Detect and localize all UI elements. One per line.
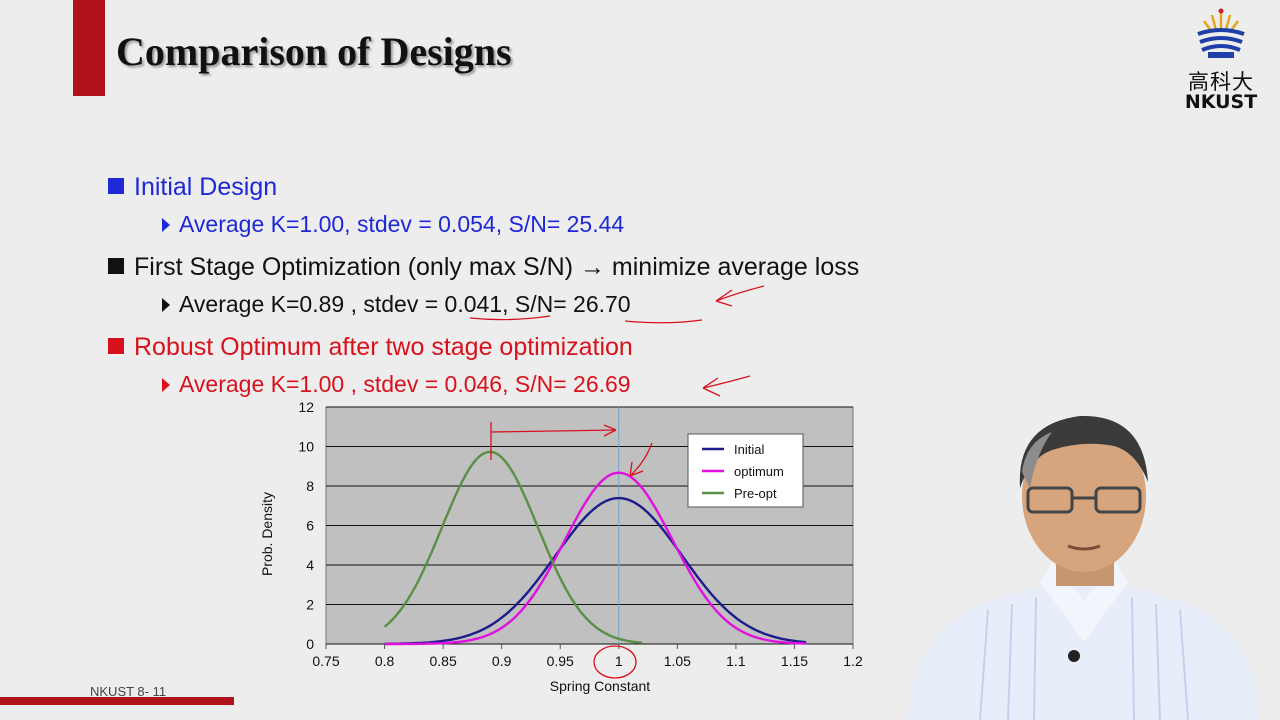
sub-bullet-robust-optimum: Average K=1.00 , stdev = 0.046, S/N= 26.…: [162, 371, 631, 398]
series-line-initial: [384, 496, 807, 645]
y-tick-label: 10: [298, 439, 314, 455]
square-bullet-icon: [108, 178, 124, 194]
x-axis-label: Spring Constant: [550, 678, 651, 694]
logo-english-text: NKUST: [1184, 91, 1258, 113]
legend-label: Pre-opt: [734, 486, 777, 501]
y-tick-label: 4: [306, 557, 314, 573]
y-tick-label: 6: [306, 518, 314, 534]
x-tick-label: 0.8: [375, 653, 395, 669]
legend-label: Initial: [734, 442, 764, 457]
bullet-label: Robust Optimum after two stage optimizat…: [134, 333, 633, 361]
sub-bullet-text: Average K=1.00, stdev = 0.054, S/N= 25.4…: [179, 211, 625, 237]
y-axis-label: Prob. Density: [259, 492, 275, 576]
y-tick-label: 8: [306, 478, 314, 494]
bullet-first-stage: First Stage Optimization (only max S/N) …: [108, 253, 859, 282]
triangle-bullet-icon: [162, 378, 170, 392]
x-tick-label: 1.15: [781, 653, 808, 669]
logo-chinese-text: 高科大: [1188, 70, 1254, 94]
handwritten-annotations: [469, 285, 765, 679]
x-tick-label: 0.95: [547, 653, 574, 669]
y-tick-label: 0: [306, 636, 314, 652]
sub-bullet-first-stage: Average K=0.89 , stdev = 0.041, S/N= 26.…: [162, 291, 631, 318]
tick-labels: 0 2 4 6 8 10 12 0.75 0.8 0.85 0.9 0.95 1 1.05 1.1 1.15 1…: [298, 399, 863, 669]
footer-accent-bar: [0, 697, 234, 705]
series-lines: [383, 450, 807, 646]
bullet-robust-optimum: Robust Optimum after two stage optimizat…: [108, 333, 633, 362]
square-bullet-icon: [108, 258, 124, 274]
slide-title: Comparison of Designs: [116, 29, 512, 74]
triangle-bullet-icon: [162, 218, 170, 232]
x-tick-label: 0.9: [492, 653, 512, 669]
university-emblem-icon: [1197, 8, 1245, 58]
series-line-pre-opt: [383, 450, 643, 644]
square-bullet-icon: [108, 338, 124, 354]
sub-bullet-text: Average K=0.89 , stdev = 0.041, S/N= 26.…: [179, 291, 631, 317]
nkust-logo: 高科大 NKUST: [1178, 8, 1264, 113]
presenter-video: [908, 415, 1260, 720]
x-tick-label: 0.85: [429, 653, 456, 669]
sub-bullet-initial-design: Average K=1.00, stdev = 0.054, S/N= 25.4…: [162, 211, 624, 238]
x-tick-label: 0.75: [312, 653, 339, 669]
x-tick-label: 1.2: [843, 653, 863, 669]
triangle-bullet-icon: [162, 298, 170, 312]
sub-bullet-text: Average K=1.00 , stdev = 0.046, S/N= 26.…: [179, 371, 631, 397]
slide-footer: NKUST 8- 11: [90, 684, 167, 699]
bullet-label: Initial Design: [134, 173, 278, 201]
y-tick-label: 2: [306, 597, 314, 613]
chart-legend: Initial optimum Pre-opt: [687, 433, 804, 508]
x-tick-label: 1.05: [664, 653, 691, 669]
bullet-label: First Stage Optimization (only max S/N) …: [134, 253, 860, 281]
title-accent-bar: [73, 0, 105, 96]
bullet-initial-design: Initial Design: [108, 173, 277, 202]
x-tick-label: 1: [615, 653, 623, 669]
legend-label: optimum: [734, 464, 784, 479]
x-tick-label: 1.1: [726, 653, 746, 669]
series-line-optimum: [384, 471, 807, 646]
y-tick-label: 12: [298, 399, 314, 415]
